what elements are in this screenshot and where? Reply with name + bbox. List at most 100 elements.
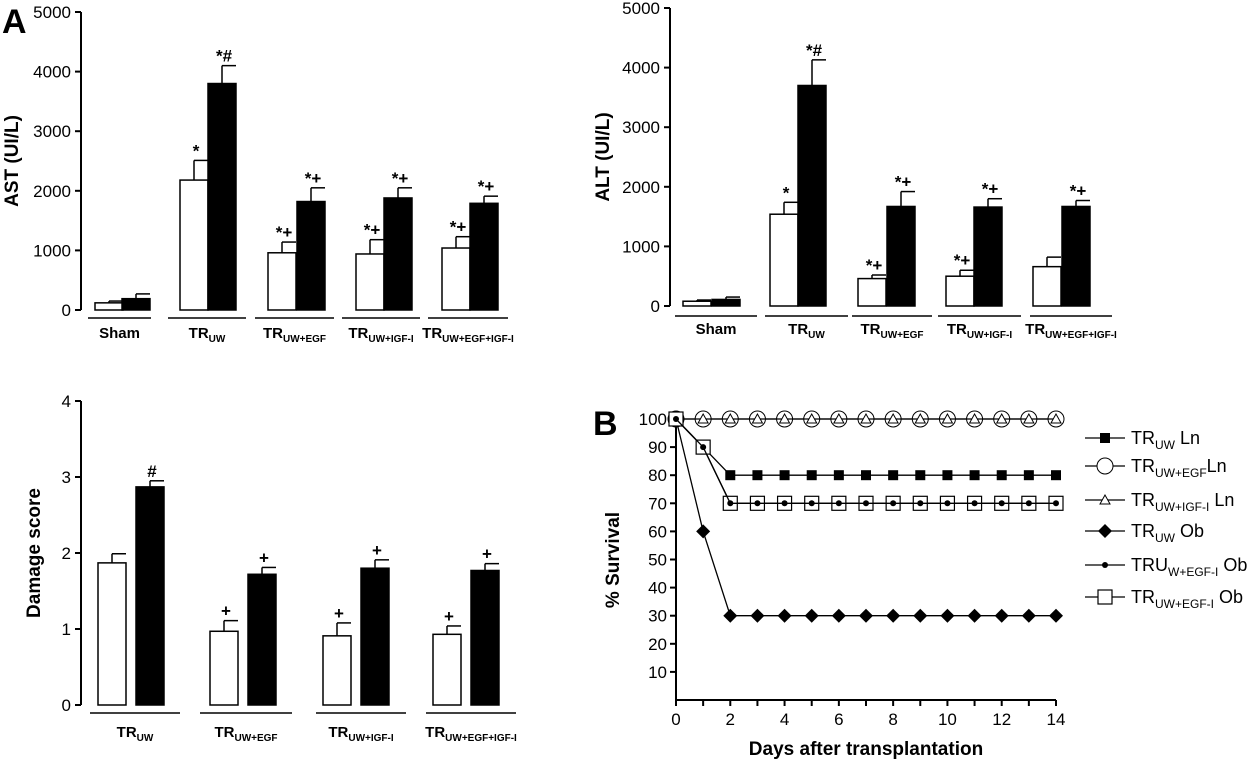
survival-point xyxy=(967,608,982,623)
survival-point xyxy=(944,500,951,507)
survival-point xyxy=(831,608,846,623)
damage-significance-mark: + xyxy=(372,541,382,560)
survival-point xyxy=(700,444,707,451)
alt-category-label: TRUW+IGF-I xyxy=(947,321,1012,341)
legend-marker xyxy=(1099,493,1111,505)
survival-point xyxy=(1049,608,1063,623)
damage-category-label: TRUW+EGF xyxy=(214,724,277,744)
legend-marker xyxy=(1096,457,1114,475)
survival-point xyxy=(886,608,901,623)
survival-point xyxy=(1053,500,1059,507)
legend-marker xyxy=(1100,433,1110,443)
damage-bar xyxy=(470,569,500,706)
legend-entry-tail: Ln xyxy=(1207,456,1227,476)
legend-entry-sub: UW xyxy=(1155,438,1176,452)
damage-category-label-sub: UW+EGF+IGF-I xyxy=(445,733,517,744)
ast-category-label: TRUW+EGF xyxy=(263,325,326,345)
damage-y-tick-label: 3 xyxy=(62,468,71,487)
survival-y-axis-label: % Survival xyxy=(603,512,624,608)
alt-bar xyxy=(711,298,741,307)
survival-point xyxy=(724,412,737,424)
damage-significance-mark: + xyxy=(334,604,344,623)
survival-point xyxy=(942,470,953,481)
ast-y-tick-label: 4000 xyxy=(33,63,71,82)
ast-significance-mark: *+ xyxy=(364,221,381,240)
survival-point xyxy=(913,608,928,623)
survival-point xyxy=(917,500,924,507)
survival-point xyxy=(969,470,980,481)
ast-y-tick-label: 5000 xyxy=(33,3,71,22)
survival-point xyxy=(1051,470,1061,481)
damage-significance-mark: + xyxy=(482,545,492,564)
alt-bar xyxy=(682,300,712,307)
legend-entry-main: TRU xyxy=(1131,555,1168,575)
alt-significance-mark: *+ xyxy=(1070,182,1087,201)
damage-bar xyxy=(360,567,390,706)
survival-point xyxy=(994,608,1009,623)
alt-bar xyxy=(973,206,1003,307)
survival-point xyxy=(697,412,709,424)
alt-significance-mark: *+ xyxy=(954,251,971,270)
survival-point xyxy=(696,524,711,539)
alt-significance-mark: *+ xyxy=(895,173,912,192)
ast-bar xyxy=(296,200,326,311)
survival-point xyxy=(888,470,899,481)
ast-significance-mark: * xyxy=(193,141,200,160)
legend-entry: TRUW Ln xyxy=(1131,428,1200,452)
damage-bar xyxy=(135,486,165,706)
ast-significance-mark: *+ xyxy=(478,177,495,196)
legend-marker xyxy=(1097,589,1113,605)
survival-point xyxy=(971,500,978,507)
alt-y-tick-label: 1000 xyxy=(622,237,660,256)
alt-category-label: TRUW+EGF+IGF-I xyxy=(1025,321,1117,341)
survival-series-line xyxy=(675,418,1056,504)
legend-entry-main: TR xyxy=(1131,428,1155,448)
ast-category-label: TRUW+IGF-I xyxy=(348,325,413,345)
survival-point xyxy=(808,500,815,507)
alt-significance-mark: *# xyxy=(806,41,823,60)
legend-entry-main: TR xyxy=(1131,587,1155,607)
damage-bar xyxy=(97,562,127,706)
survival-x-tick-label: 0 xyxy=(671,710,680,729)
ast-significance-mark: *+ xyxy=(276,223,293,242)
damage-category-label-sub: UW+IGF-I xyxy=(348,733,393,744)
damage-category-label: TRUW xyxy=(117,724,154,744)
survival-point xyxy=(914,412,927,424)
damage-category-label-sub: UW xyxy=(137,733,154,744)
legend-entry-tail: Ob xyxy=(1214,587,1243,607)
survival-y-tick-label: 50 xyxy=(648,551,667,570)
survival-point xyxy=(887,412,899,424)
survival-x-tick-label: 14 xyxy=(1047,710,1066,729)
legend-entry-main: TR xyxy=(1131,521,1155,541)
damage-category-label-main: TR xyxy=(117,724,137,741)
survival-point xyxy=(998,500,1005,507)
ast-bar xyxy=(383,197,413,311)
ast-category-label-sub: UW+EGF xyxy=(283,334,326,345)
survival-point xyxy=(996,470,1007,481)
alt-bar xyxy=(797,84,827,307)
damage-category-label-main: TR xyxy=(214,724,234,741)
legend-marker xyxy=(1102,562,1108,568)
alt-category-label-main: TR xyxy=(788,321,808,338)
alt-category-label-sub: UW+EGF xyxy=(880,330,923,341)
survival-y-tick-label: 80 xyxy=(648,466,667,485)
survival-point xyxy=(890,500,897,507)
legend-entry-tail: Ob xyxy=(1175,521,1204,541)
ast-category-label: TRUW+EGF+IGF-I xyxy=(422,325,514,345)
damage-significance-mark: + xyxy=(444,607,454,626)
legend-entry-sub: UW+EGF xyxy=(1155,466,1207,480)
alt-category-label: TRUW+EGF xyxy=(860,321,923,341)
ast-category-label-sub: UW+EGF+IGF-I xyxy=(442,334,514,345)
survival-y-tick-label: 10 xyxy=(648,663,667,682)
alt-category-label-main: TR xyxy=(947,321,967,338)
ast-category-label-main: TR xyxy=(189,325,209,342)
survival-y-tick-label: 100 xyxy=(639,410,667,429)
survival-point xyxy=(805,412,818,424)
alt-bar xyxy=(1032,265,1062,307)
alt-significance-mark: *+ xyxy=(866,256,883,275)
survival-point xyxy=(725,470,736,481)
alt-bar xyxy=(886,205,916,307)
damage-category-label-sub: UW+EGF xyxy=(234,733,277,744)
alt-y-tick-label: 3000 xyxy=(622,118,660,137)
legend-entry: TRUW+EGF-I Ob xyxy=(1131,555,1247,579)
